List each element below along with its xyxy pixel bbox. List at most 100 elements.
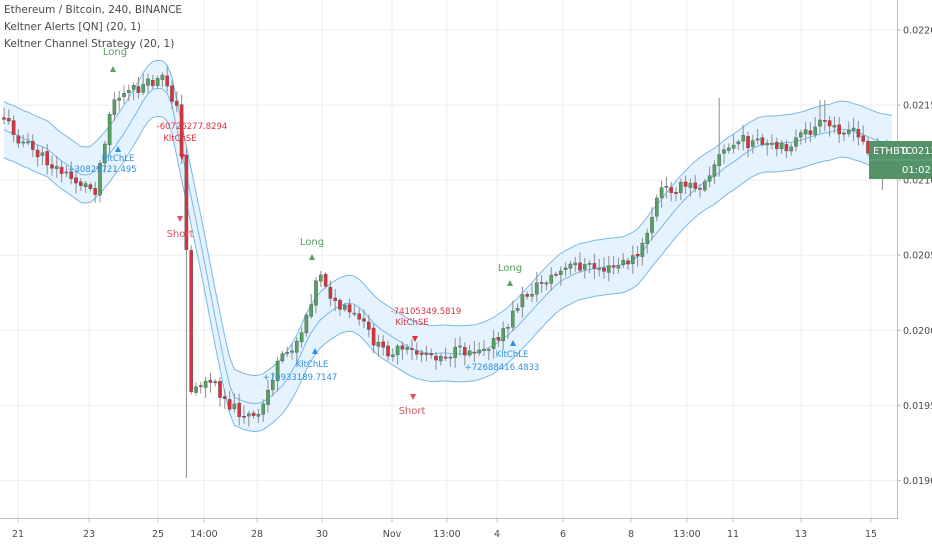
candle <box>117 90 121 111</box>
candle-body-up <box>583 264 587 270</box>
candle <box>746 131 750 158</box>
candle <box>784 139 789 158</box>
candle-body-down <box>74 177 78 184</box>
candle <box>21 134 26 148</box>
candle-body-up <box>765 143 769 146</box>
candle <box>69 161 73 185</box>
candle <box>367 314 371 338</box>
candle <box>861 125 865 145</box>
candle-body-up <box>717 154 721 167</box>
candle <box>535 272 539 303</box>
price-tag-countdown: 01:02:06 <box>902 165 932 176</box>
candle <box>165 66 170 92</box>
candle <box>621 253 625 269</box>
candle-body-up <box>770 143 774 145</box>
candle <box>448 354 453 367</box>
candle <box>64 165 69 177</box>
candle <box>194 382 198 396</box>
signal-label-exit: KltChSE <box>163 134 196 144</box>
candle <box>491 329 496 359</box>
candle-body-up <box>789 146 793 152</box>
candle-body-down <box>775 141 779 150</box>
candle <box>309 293 314 319</box>
candle <box>26 132 30 146</box>
candle <box>482 340 486 356</box>
candle-body-up <box>280 353 285 362</box>
legend-symbol[interactable]: Ethereum / Bitcoin, 240, BINANCE <box>4 4 183 16</box>
candle <box>679 178 683 201</box>
candle <box>78 178 83 192</box>
candle <box>203 376 208 398</box>
candle-body-up <box>544 282 549 285</box>
candle-body-down <box>784 144 789 152</box>
candle <box>11 115 16 143</box>
candle-body-down <box>242 416 246 418</box>
x-tick-label: 28 <box>251 529 263 540</box>
legend-strategy[interactable]: Keltner Channel Strategy (20, 1) <box>4 38 175 50</box>
candle-body-up <box>568 263 573 269</box>
candle-body-up <box>655 197 659 217</box>
candle-body-down <box>698 188 702 190</box>
candle-body-up <box>664 185 669 188</box>
candle <box>568 260 573 275</box>
signal-label-entry: KltChLE <box>296 360 329 370</box>
candle <box>765 139 769 156</box>
candle <box>779 140 784 154</box>
candle <box>655 194 659 222</box>
candle-body-down <box>31 141 35 150</box>
candle-body-up <box>146 78 150 86</box>
candle-body-down <box>415 350 419 355</box>
candle-body-down <box>69 171 73 179</box>
candle-body-up <box>376 341 381 347</box>
candle-body-up <box>779 142 784 150</box>
price-tag-price: 0.021247 <box>902 146 932 157</box>
legend-indicator[interactable]: Keltner Alerts [QN] (20, 1) <box>4 21 141 33</box>
candlesticks <box>2 66 894 478</box>
candle-body-up <box>266 389 270 405</box>
candle <box>688 178 693 197</box>
candle <box>539 275 544 293</box>
candle <box>674 187 678 202</box>
candle-body-up <box>688 182 693 188</box>
candle <box>343 302 347 312</box>
candle-body-down <box>400 345 405 350</box>
x-axis[interactable]: 21 23 25 14:00 28 30 Nov 13:00 4 6 8 13:00 11 13 15 <box>0 518 932 550</box>
candle <box>525 291 529 300</box>
y-axis[interactable]: 0.022000 0.021500 0.021000 0.020500 0.020000… <box>897 0 932 518</box>
candle-body-down <box>323 273 328 287</box>
candle <box>511 300 515 332</box>
candle <box>635 246 640 267</box>
signal-label-short: Short <box>167 229 194 240</box>
candle-body-up <box>515 308 520 311</box>
candle <box>760 133 765 147</box>
candle <box>98 160 102 203</box>
candle-body-down <box>78 181 83 186</box>
candle-body-up <box>309 304 314 317</box>
candle <box>808 122 813 143</box>
candle-body-down <box>410 348 414 350</box>
candle-body-up <box>117 97 121 101</box>
candle <box>266 379 270 413</box>
candle <box>222 389 227 409</box>
candle-body-up <box>343 304 347 310</box>
candle-body-down <box>208 379 213 383</box>
candle <box>189 245 194 395</box>
candle <box>170 80 174 110</box>
candle-body-down <box>808 130 813 135</box>
candle-body-up <box>304 314 309 334</box>
candle-body-down <box>328 286 333 299</box>
signal-arrow-exit <box>179 154 185 160</box>
candle <box>703 178 707 193</box>
candle-body-up <box>727 147 731 151</box>
candle-body-up <box>314 280 318 306</box>
candle-body-up <box>141 84 146 93</box>
candle-body-down <box>496 337 501 341</box>
candle <box>813 117 817 139</box>
candle-body-down <box>50 164 54 169</box>
candle-body-down <box>333 297 338 301</box>
candle-body-down <box>347 304 352 313</box>
candle <box>818 100 822 134</box>
candle-body-up <box>549 274 553 284</box>
candle-body-down <box>578 262 582 271</box>
